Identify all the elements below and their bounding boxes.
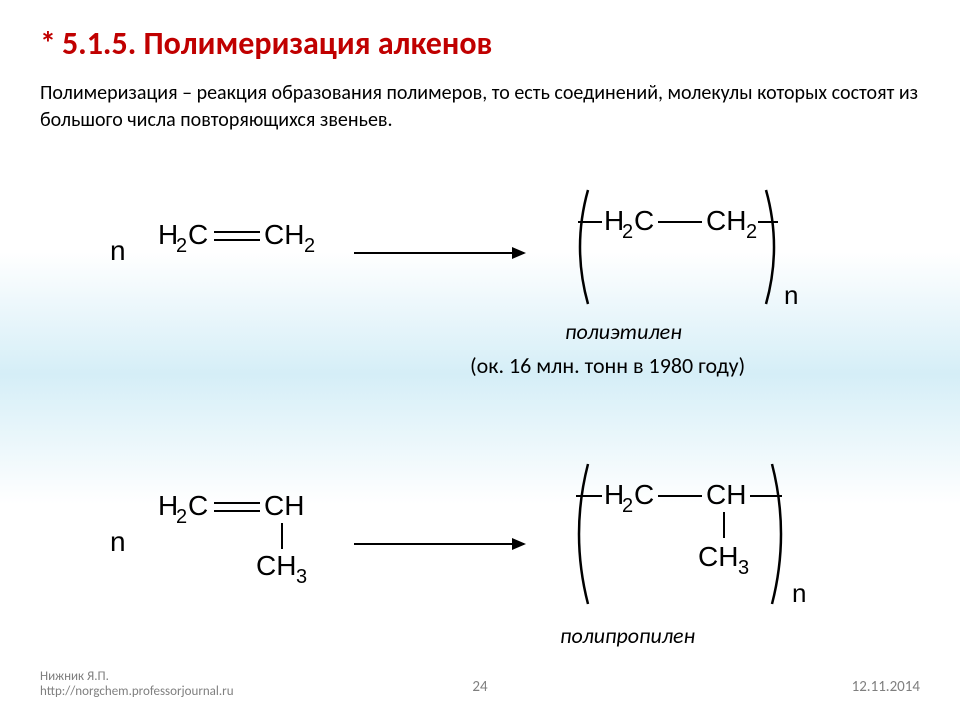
label-polyethylene-note: (ок. 16 млн. тонн в 1980 году)	[470, 352, 745, 379]
svg-text:2: 2	[622, 221, 633, 243]
reaction-ethylene: n H 2 C CH 2 H 2 C CH 2 n	[110, 182, 812, 312]
svg-text:2: 2	[176, 235, 187, 257]
monomer-ethylene: H 2 C CH 2	[138, 212, 328, 282]
footer-date: 12.11.2014	[852, 678, 920, 696]
svg-text:CH: CH	[698, 541, 738, 572]
polymer-polyethylene: H 2 C CH 2 n	[542, 182, 812, 312]
label-polyethylene: полиэтилен	[565, 318, 682, 345]
monomer-propylene: H 2 C CH CH 3	[138, 483, 328, 593]
polymer-polypropylene: H 2 C CH CH 3 n	[542, 458, 822, 618]
svg-text:C: C	[634, 479, 654, 510]
poly-sub-n-1: n	[784, 280, 798, 310]
svg-text:C: C	[188, 219, 208, 250]
coef-n-2: n	[110, 526, 126, 558]
title-text: 5.1.5. Полимеризация алкенов	[62, 24, 492, 63]
svg-text:C: C	[634, 205, 654, 236]
svg-text:CH: CH	[256, 550, 296, 581]
svg-text:2: 2	[176, 506, 187, 528]
svg-text:2: 2	[304, 235, 315, 257]
svg-text:2: 2	[622, 495, 633, 517]
coef-n-1: n	[110, 235, 126, 267]
slide: *5.1.5. Полимеризация алкенов Полимериза…	[0, 0, 960, 720]
reaction-arrow-2	[354, 543, 524, 545]
slide-title: *5.1.5. Полимеризация алкенов	[40, 24, 492, 63]
svg-text:CH: CH	[264, 219, 304, 250]
footer-page: 24	[0, 678, 960, 696]
definition-text: Полимеризация – реакция образования поли…	[40, 80, 920, 134]
svg-text:CH: CH	[264, 490, 304, 521]
reaction-propylene: n H 2 C CH CH 3 H 2 C CH CH	[110, 458, 822, 618]
svg-text:3: 3	[296, 566, 307, 588]
title-bullet: *	[40, 24, 56, 63]
svg-text:2: 2	[746, 221, 757, 243]
svg-text:CH: CH	[706, 479, 746, 510]
reaction-arrow-1	[354, 252, 524, 254]
svg-text:CH: CH	[706, 205, 746, 236]
svg-text:C: C	[188, 490, 208, 521]
poly-sub-n-2: n	[792, 578, 806, 608]
svg-text:3: 3	[738, 557, 749, 579]
label-polypropylene: полипропилен	[560, 622, 695, 649]
